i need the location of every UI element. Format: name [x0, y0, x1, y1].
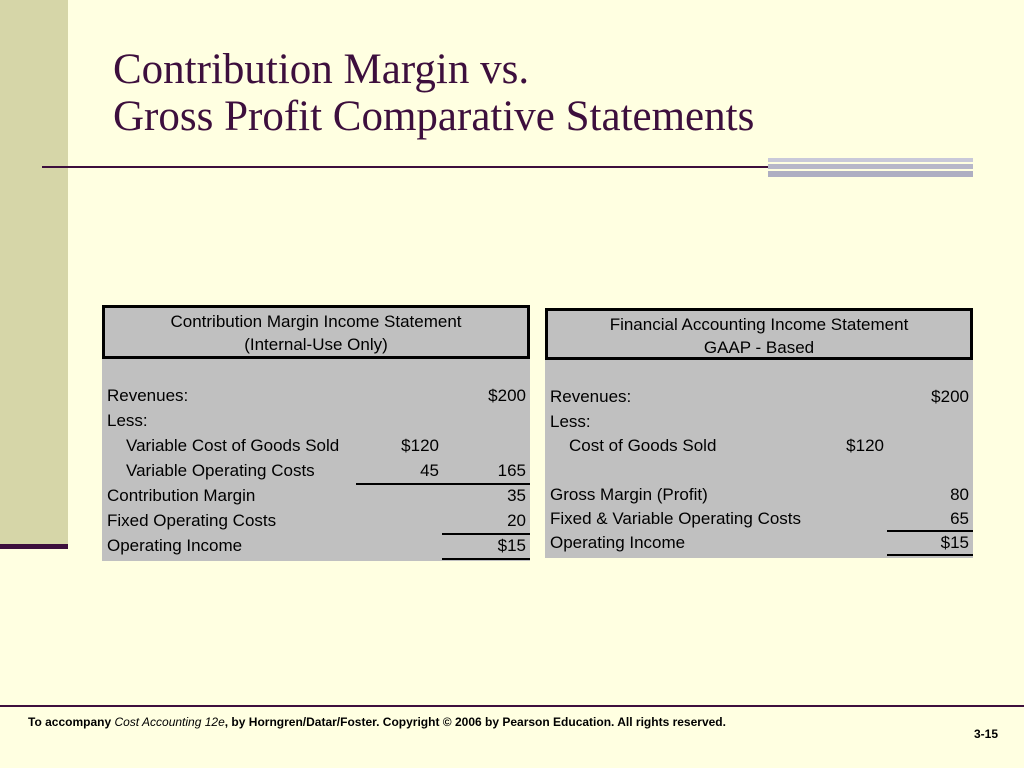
row-amount-col2: 35: [507, 486, 526, 505]
title-rule-accent: [768, 158, 973, 177]
header-line-1: Contribution Margin Income Statement: [170, 312, 462, 331]
footer-copyright: To accompany Cost Accounting 12e, by Hor…: [28, 715, 726, 729]
footer-prefix: To accompany: [28, 715, 115, 729]
row-amount-col1: 45: [420, 461, 439, 480]
subtotal-underline: [356, 483, 530, 485]
footer-rule: [0, 705, 1024, 707]
row-amount-col1: $120: [846, 436, 884, 455]
row-amount-col2: $15: [940, 533, 969, 552]
row-label: Variable Cost of Goods Sold: [126, 436, 340, 455]
row-label: Contribution Margin: [107, 486, 256, 505]
row-amount-col2: 65: [950, 509, 969, 528]
row-label: Fixed & Variable Operating Costs: [550, 509, 802, 528]
row-label: Revenues:: [107, 386, 189, 405]
subtotal-underline: [442, 533, 530, 535]
row-label: Operating Income: [107, 536, 243, 555]
total-underline: [442, 558, 530, 560]
title-rule: [42, 166, 812, 168]
row-label: Variable Operating Costs: [126, 461, 315, 480]
row-amount-col1: $120: [401, 436, 439, 455]
statement-header: Contribution Margin Income Statement (In…: [102, 305, 530, 359]
financial-accounting-statement: Financial Accounting Income Statement GA…: [545, 308, 973, 558]
row-amount-col2: $15: [497, 536, 526, 555]
footer-book-title: Cost Accounting 12e: [114, 715, 225, 729]
header-line-2: GAAP - Based: [703, 338, 815, 357]
row-label: Cost of Goods Sold: [569, 436, 717, 455]
subtotal-underline: [887, 530, 973, 532]
row-amount-col2: $200: [931, 387, 969, 406]
page-number: 3-15: [973, 727, 998, 741]
header-line-2: (Internal-Use Only): [244, 335, 388, 354]
footer-suffix: , by Horngren/Datar/Foster. Copyright © …: [224, 715, 726, 729]
row-label: Operating Income: [550, 533, 686, 552]
row-amount-col2: 165: [497, 461, 526, 480]
total-underline: [887, 554, 973, 556]
side-rule: [0, 544, 68, 549]
row-label: Gross Margin (Profit): [550, 485, 708, 504]
row-amount-col2: 20: [507, 511, 526, 530]
row-amount-col2: 80: [950, 485, 969, 504]
title-line-1: Contribution Margin vs.: [113, 46, 530, 93]
row-label: Revenues:: [550, 387, 632, 406]
title-line-2: Gross Profit Comparative Statements: [113, 93, 755, 140]
row-amount-col2: $200: [488, 386, 526, 405]
row-label: Less:: [550, 412, 591, 431]
side-band: [0, 0, 68, 548]
row-label: Less:: [107, 411, 148, 430]
statement-header: Financial Accounting Income Statement GA…: [545, 308, 973, 360]
header-line-1: Financial Accounting Income Statement: [609, 315, 909, 334]
slide-title: Contribution Margin vs. Gross Profit Com…: [113, 46, 754, 140]
row-label: Fixed Operating Costs: [107, 511, 277, 530]
contribution-margin-statement: Contribution Margin Income Statement (In…: [102, 305, 530, 561]
